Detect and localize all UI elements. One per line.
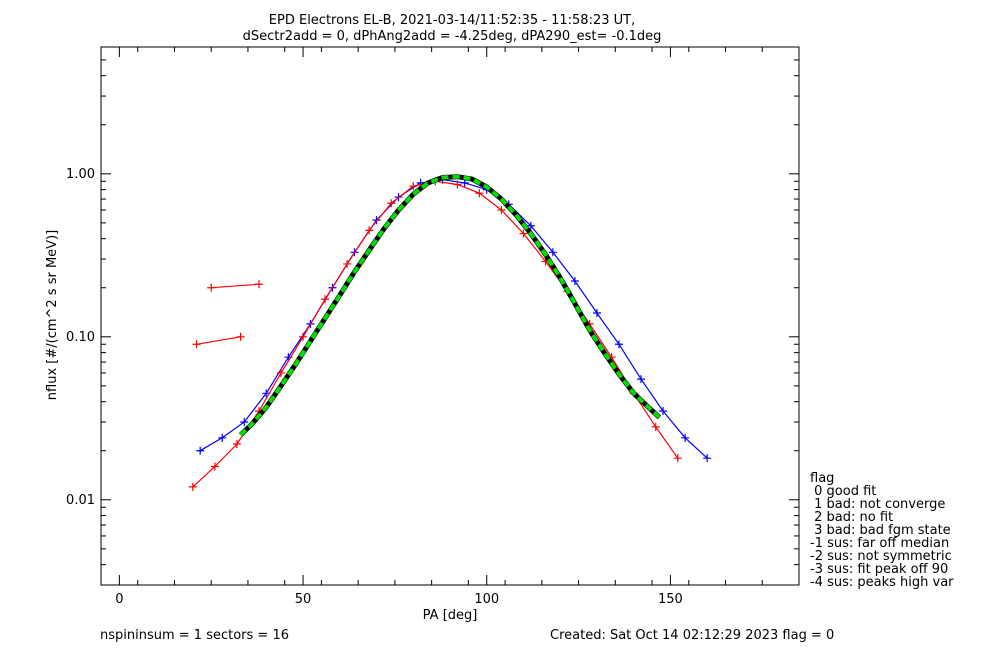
x-tick-label: 0 xyxy=(115,592,123,607)
data-point xyxy=(497,205,506,214)
data-point xyxy=(192,340,201,349)
y-axis-label: nflux [#/(cm^2 s sr MeV)] xyxy=(45,230,60,400)
data-point xyxy=(365,226,374,235)
tick-marks: 0 50 100 150 0.01 0.10 1.00 xyxy=(66,46,800,607)
data-point xyxy=(232,439,241,448)
data-point xyxy=(570,276,579,285)
data-point xyxy=(188,482,197,491)
axes xyxy=(100,46,800,586)
legend-title: flag xyxy=(810,471,834,486)
legend-item: -2 sus: not symmetric xyxy=(810,549,952,564)
legend-item: 1 bad: not converge xyxy=(810,497,945,512)
data-point xyxy=(614,340,623,349)
data-point xyxy=(526,221,535,230)
data-point xyxy=(277,368,286,377)
legend-item: 3 bad: bad fgm state xyxy=(810,523,951,538)
x-axis-label: PA [deg] xyxy=(423,608,478,623)
legend-item: -3 sus: fit peak off 90 xyxy=(810,562,948,577)
data-point xyxy=(453,180,462,189)
data-point xyxy=(659,407,668,416)
flux-traces xyxy=(188,175,712,491)
data-point xyxy=(218,433,227,442)
data-point xyxy=(372,216,381,225)
y-tick-label: 0.10 xyxy=(66,330,95,345)
data-point xyxy=(681,433,690,442)
legend-item: 0 good fit xyxy=(810,484,876,499)
legend-item: -1 sus: far off median xyxy=(810,536,949,551)
legend-item: -4 sus: peaks high var xyxy=(810,575,954,590)
data-point xyxy=(321,295,330,304)
x-tick-label: 150 xyxy=(658,592,683,607)
series-line-2 xyxy=(211,283,260,289)
chart-title-line1: EPD Electrons EL-B, 2021-03-14/11:52:35 … xyxy=(269,13,635,28)
data-point xyxy=(409,182,418,191)
data-point xyxy=(703,454,712,463)
fit-curve-line xyxy=(239,174,661,437)
data-point xyxy=(236,332,245,341)
y-tick-label: 0.01 xyxy=(66,493,95,508)
data-point xyxy=(196,446,205,455)
data-point xyxy=(254,280,263,289)
data-point xyxy=(207,283,216,292)
data-point xyxy=(673,454,682,463)
series-line-0 xyxy=(199,179,708,459)
data-point xyxy=(475,189,484,198)
series-line-1 xyxy=(192,180,679,488)
series-line-3 xyxy=(196,336,241,345)
data-point xyxy=(519,229,528,238)
x-tick-label: 50 xyxy=(295,592,312,607)
data-point xyxy=(651,422,660,431)
fit-curve-shadow xyxy=(238,174,662,437)
x-tick-label: 100 xyxy=(474,592,499,607)
legend-item: 2 bad: no fit xyxy=(810,510,893,525)
y-tick-label: 1.00 xyxy=(66,167,95,182)
data-point xyxy=(240,418,249,427)
flag-legend: flag 0 good fit 1 bad: not converge 2 ba… xyxy=(810,471,954,590)
data-point xyxy=(343,259,352,268)
plot-frame xyxy=(100,46,800,586)
footer-right: Created: Sat Oct 14 02:12:29 2023 flag =… xyxy=(550,628,834,643)
chart-title-line2: dSectr2add = 0, dPhAng2add = -4.25deg, d… xyxy=(243,29,662,44)
data-point xyxy=(210,462,219,471)
fit-curve xyxy=(238,174,662,437)
data-point xyxy=(592,308,601,317)
data-point xyxy=(299,332,308,341)
data-point xyxy=(548,248,557,257)
footer-left: nspininsum = 1 sectors = 16 xyxy=(100,628,289,643)
data-point xyxy=(637,375,646,384)
data-point xyxy=(387,199,396,208)
